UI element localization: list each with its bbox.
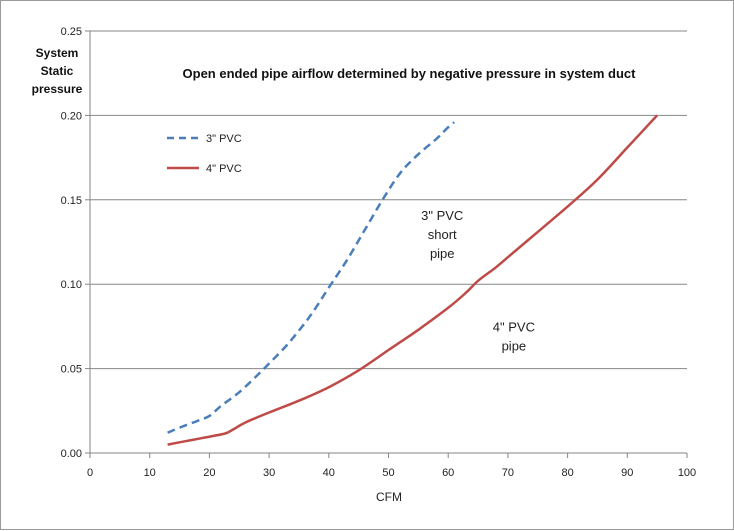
y-tick-label: 0.10 (61, 279, 82, 291)
y-tick-label: 0.15 (61, 195, 82, 207)
annotations: 3" PVC short pipe 4" PVC pipe (421, 208, 535, 353)
x-tick-label: 70 (502, 467, 514, 479)
y-axis-ticks: 0.00 0.05 0.10 0.15 0.20 0.25 (61, 26, 90, 460)
annotation-line: short (428, 227, 457, 242)
x-tick-label: 20 (203, 467, 215, 479)
chart-title: Open ended pipe airflow determined by ne… (183, 66, 637, 81)
series-line-4in-pvc (167, 114, 659, 446)
x-tick-label: 50 (382, 467, 394, 479)
annotation-line: pipe (502, 338, 527, 353)
x-tick-label: 80 (561, 467, 573, 479)
x-tick-label: 0 (87, 467, 93, 479)
annotation-4in-pvc: 4" PVC pipe (493, 319, 535, 353)
x-tick-label: 40 (323, 467, 335, 479)
x-axis-label: CFM (376, 490, 402, 504)
legend-label-4in: 4" PVC (206, 163, 242, 175)
annotation-line: 4" PVC (493, 319, 535, 334)
x-tick-label: 60 (442, 467, 454, 479)
x-tick-label: 100 (678, 467, 696, 479)
series-line-3in-pvc (167, 121, 455, 434)
annotation-line: 3" PVC (421, 208, 463, 223)
grid-lines (90, 30, 687, 370)
legend-label-3in: 3" PVC (206, 133, 242, 145)
annotation-line: pipe (430, 246, 455, 261)
y-tick-label: 0.25 (61, 26, 82, 38)
x-tick-label: 90 (621, 467, 633, 479)
x-axis-ticks: 0 10 20 30 40 50 60 70 80 90 100 (87, 453, 696, 479)
y-axis-label-line: System (36, 46, 79, 60)
annotation-3in-pvc: 3" PVC short pipe (421, 208, 463, 261)
y-axis-label-line: pressure (32, 82, 83, 96)
y-tick-label: 0.05 (61, 364, 82, 376)
y-tick-label: 0.00 (61, 448, 82, 460)
y-tick-label: 0.20 (61, 110, 82, 122)
series-layer (167, 114, 659, 446)
x-tick-label: 10 (144, 467, 156, 479)
x-tick-label: 30 (263, 467, 275, 479)
legend: 3" PVC 4" PVC (167, 133, 242, 175)
y-axis-label: System Static pressure (32, 46, 83, 96)
y-axis-label-line: Static (41, 64, 74, 78)
